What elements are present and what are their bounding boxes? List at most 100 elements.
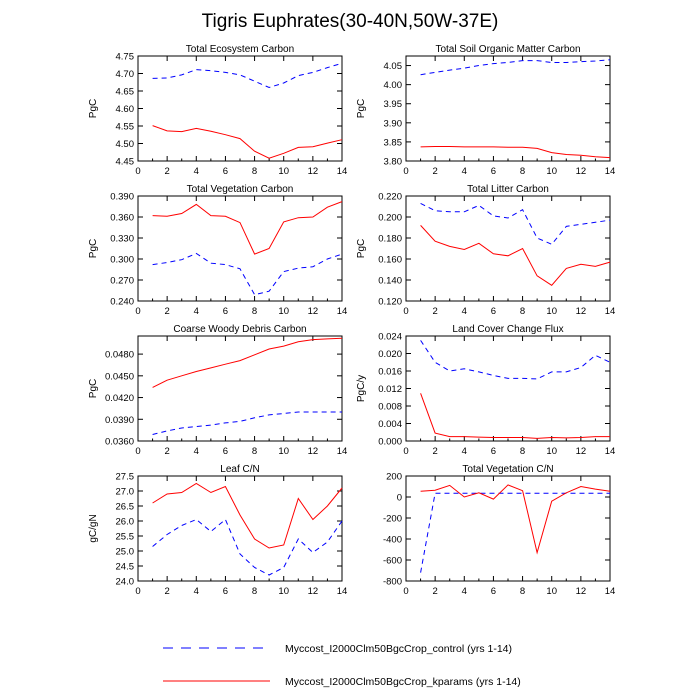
- x-tick-label: 0: [403, 446, 408, 457]
- series-line-kparams: [420, 225, 611, 286]
- y-tick-label: 0.270: [110, 276, 134, 287]
- plot-frame: [405, 475, 611, 582]
- series-line-control: [420, 202, 611, 245]
- x-tick-label: 14: [337, 166, 348, 177]
- x-tick-label: 0: [135, 166, 140, 177]
- y-tick-label: 4.45: [116, 157, 135, 168]
- x-tick-label: 14: [605, 586, 616, 597]
- series-line-control: [152, 62, 343, 89]
- x-tick-label: 10: [546, 306, 557, 317]
- y-tick-label: 0.0420: [105, 393, 134, 404]
- y-tick-label: 0.008: [378, 402, 402, 413]
- x-tick-label: 4: [194, 586, 199, 597]
- series-line-kparams: [152, 125, 343, 159]
- series-line-kparams: [152, 337, 343, 388]
- y-tick-label: 0.016: [378, 367, 402, 378]
- panel-title: Land Cover Change Flux: [452, 324, 563, 335]
- y-tick-label: 3.80: [384, 157, 403, 168]
- chart-panel: Total Vegetation Carbon 0 2 4 6 8 10 12 14 0.240 0…: [88, 184, 347, 317]
- x-tick-label: 12: [576, 446, 587, 457]
- x-tick-label: 12: [308, 306, 319, 317]
- x-tick-label: 10: [278, 166, 289, 177]
- y-tick-label: 0.000: [378, 437, 402, 448]
- series-line-kparams: [420, 146, 611, 159]
- y-tick-label: 0.0390: [105, 415, 134, 426]
- y-tick-label: 0.0360: [105, 437, 134, 448]
- y-tick-label: 0.300: [110, 255, 134, 266]
- y-tick-label: 3.95: [384, 99, 403, 110]
- series-line-control: [152, 252, 343, 296]
- series-line-control: [420, 59, 611, 76]
- y-tick-label: 4.50: [116, 139, 135, 150]
- panel-title: Total Ecosystem Carbon: [186, 44, 294, 55]
- y-tick-label: 24.5: [116, 562, 135, 573]
- x-tick-label: 14: [605, 166, 616, 177]
- x-tick-label: 0: [135, 446, 140, 457]
- chart-panel: Leaf C/N 0 2 4 6 8 10 12 14 24.0 24.5 25.0 25.5 26.0 2…: [88, 464, 347, 597]
- chart-panel: Total Litter Carbon 0 2 4 6 8 10 12 14 0.120 0.140…: [356, 184, 615, 317]
- y-tick-label: -800: [383, 577, 402, 588]
- y-axis-label: PgC: [88, 99, 99, 118]
- y-tick-label: 0.160: [378, 255, 402, 266]
- x-tick-label: 2: [164, 586, 169, 597]
- x-tick-label: 8: [252, 586, 257, 597]
- series-line-kparams: [152, 482, 343, 549]
- y-axis-label: PgC: [356, 239, 367, 258]
- figure-title: Tigris Euphrates(30-40N,50W-37E): [202, 11, 499, 32]
- y-tick-label: 200: [386, 472, 402, 483]
- y-tick-label: 0.004: [378, 419, 402, 430]
- y-tick-label: 0.220: [378, 192, 402, 203]
- y-tick-label: 0.012: [378, 384, 402, 395]
- legend-label-control: Myccost_I2000Clm50BgcCrop_control (yrs 1…: [285, 643, 512, 655]
- x-tick-label: 2: [164, 446, 169, 457]
- x-tick-label: 8: [252, 166, 257, 177]
- x-tick-label: 2: [432, 586, 437, 597]
- series-line-control: [152, 411, 342, 435]
- x-tick-label: 6: [223, 586, 228, 597]
- y-tick-label: 3.90: [384, 118, 403, 129]
- plot-frame: [405, 55, 611, 162]
- x-tick-label: 4: [194, 166, 199, 177]
- panel-title: Total Soil Organic Matter Carbon: [435, 44, 580, 55]
- x-tick-label: 4: [462, 586, 467, 597]
- panel-title: Coarse Woody Debris Carbon: [173, 324, 306, 335]
- y-tick-label: 3.85: [384, 137, 403, 148]
- series-line-kparams: [420, 393, 610, 439]
- x-tick-label: 2: [432, 166, 437, 177]
- x-tick-label: 4: [462, 306, 467, 317]
- y-tick-label: 0.0480: [105, 350, 134, 361]
- x-tick-label: 12: [576, 586, 587, 597]
- y-tick-label: 0.140: [378, 276, 402, 287]
- x-tick-label: 14: [605, 306, 616, 317]
- y-tick-label: 25.0: [116, 547, 135, 558]
- y-tick-label: 24.0: [116, 577, 135, 588]
- x-tick-label: 10: [546, 166, 557, 177]
- series-line-kparams: [152, 201, 343, 255]
- series-line-control: [420, 492, 610, 573]
- chart-panel: Land Cover Change Flux 0 2 4 6 8 10 12 14 0.000 0.…: [356, 324, 615, 457]
- x-tick-label: 8: [520, 306, 525, 317]
- x-tick-label: 0: [135, 306, 140, 317]
- panel-title: Total Vegetation C/N: [462, 464, 553, 475]
- y-tick-label: 4.65: [116, 87, 135, 98]
- y-tick-label: 25.5: [116, 532, 135, 543]
- y-axis-label: gC/gN: [88, 514, 99, 542]
- x-tick-label: 4: [194, 446, 199, 457]
- chart-panel: Total Ecosystem Carbon 0 2 4 6 8 10 12 14 4.45 4.5…: [88, 44, 347, 177]
- x-tick-label: 10: [546, 446, 557, 457]
- panel-title: Total Vegetation Carbon: [187, 184, 294, 195]
- x-tick-label: 8: [520, 446, 525, 457]
- x-tick-label: 14: [605, 446, 616, 457]
- plot-frame: [137, 195, 343, 302]
- x-tick-label: 6: [491, 306, 496, 317]
- x-tick-label: 14: [337, 446, 348, 457]
- x-tick-label: 2: [432, 446, 437, 457]
- x-tick-label: 12: [308, 586, 319, 597]
- x-tick-label: 2: [432, 306, 437, 317]
- x-tick-label: 0: [403, 166, 408, 177]
- x-tick-label: 6: [491, 166, 496, 177]
- y-tick-label: 0.120: [378, 297, 402, 308]
- y-tick-label: 4.60: [116, 104, 135, 115]
- y-tick-label: 0.330: [110, 234, 134, 245]
